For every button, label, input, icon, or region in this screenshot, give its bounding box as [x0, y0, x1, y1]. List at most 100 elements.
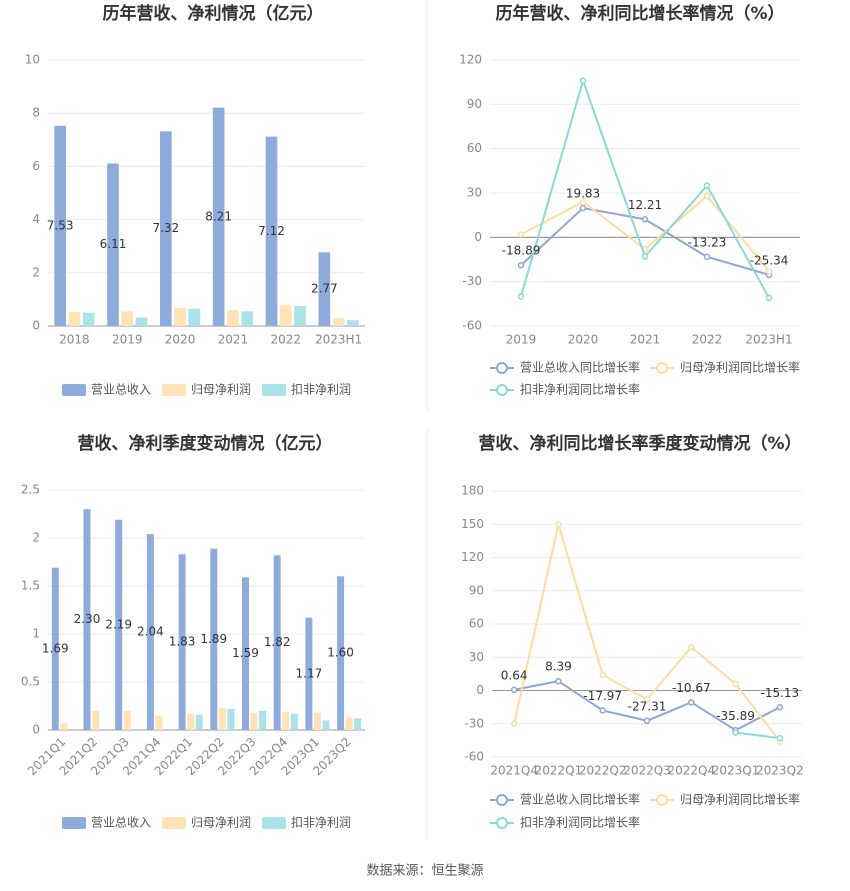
data-label: 8.39 — [545, 660, 572, 674]
bar — [51, 567, 59, 730]
y-tick-label: 4 — [32, 212, 40, 226]
bar — [155, 715, 163, 730]
bar — [60, 723, 68, 730]
bar — [123, 710, 131, 730]
legend-label: 归母净利润同比增长率 — [680, 792, 800, 807]
point — [732, 729, 739, 736]
bar — [259, 710, 267, 730]
point — [688, 699, 695, 706]
point — [776, 704, 784, 711]
legend-label: 归母净利润同比增长率 — [680, 360, 800, 375]
legend-swatch — [162, 384, 186, 396]
x-tick-label: 2023H1 — [745, 333, 792, 347]
data-label: -18.89 — [502, 244, 541, 258]
bar — [107, 163, 119, 326]
data-label: 1.89 — [200, 632, 227, 646]
y-tick-label: 60 — [467, 141, 482, 155]
bar — [121, 311, 134, 326]
data-label: 7.53 — [47, 218, 74, 232]
point — [643, 696, 651, 703]
line — [520, 77, 770, 299]
bar — [135, 317, 148, 326]
y-tick-label: 10 — [25, 53, 40, 67]
bar — [210, 548, 218, 730]
legend-label: 扣非净利润 — [291, 383, 351, 397]
data-label: 1.60 — [327, 646, 354, 660]
point — [732, 680, 739, 688]
chart-title: 历年营收、净利同比增长率情况（%） — [495, 3, 784, 24]
bar — [187, 713, 195, 730]
x-tick-label: 2022 — [270, 333, 301, 347]
y-tick-label: 90 — [469, 583, 484, 597]
data-label: 1.59 — [232, 646, 259, 660]
bar — [195, 714, 203, 730]
chart-title: 历年营收、净利情况（亿元） — [103, 3, 324, 24]
bar — [345, 717, 353, 730]
legend-swatch — [62, 817, 86, 829]
x-tick-label: 2019 — [112, 333, 143, 347]
x-tick-label: 2018 — [59, 333, 90, 347]
point — [517, 261, 525, 269]
y-tick-label: 120 — [461, 550, 484, 564]
data-label: -15.13 — [761, 686, 800, 700]
data-label: 1.69 — [42, 641, 69, 655]
legend-label: 营业总收入 — [91, 383, 151, 397]
bar — [279, 305, 292, 326]
data-label: 2.19 — [105, 617, 132, 631]
y-tick-label: -60 — [464, 750, 484, 764]
bar — [282, 711, 290, 730]
data-label: 7.12 — [258, 224, 285, 238]
point — [703, 182, 711, 189]
bar — [178, 554, 186, 730]
legend-label: 扣非净利润 — [291, 816, 351, 830]
bar — [68, 312, 81, 326]
line — [735, 731, 780, 740]
point — [579, 198, 587, 206]
data-label: 12.21 — [628, 198, 662, 212]
chart-title: 营收、净利同比增长率季度变动情况（%） — [478, 433, 801, 454]
data-label: -13.23 — [688, 235, 727, 249]
data-label: -10.67 — [672, 681, 711, 695]
y-tick-label: 90 — [467, 97, 482, 111]
bar — [115, 519, 123, 730]
x-tick-label: 2022Q2 — [579, 764, 627, 778]
legend-swatch — [496, 817, 508, 829]
x-tick-label: 2022Q3 — [623, 764, 671, 778]
legend-label: 营业总收入 — [91, 816, 151, 830]
point — [641, 216, 649, 223]
bar — [290, 713, 298, 730]
point — [517, 231, 525, 238]
bar — [313, 712, 321, 730]
legend-label: 营业总收入同比增长率 — [520, 792, 640, 807]
bar — [294, 306, 306, 326]
point — [765, 294, 773, 302]
point — [599, 707, 606, 714]
bar — [273, 555, 281, 730]
point — [765, 268, 773, 275]
bar — [337, 576, 345, 730]
bar — [227, 708, 235, 730]
bar — [347, 320, 359, 326]
bar — [212, 107, 225, 326]
x-tick-label: 2022Q1 — [535, 764, 583, 778]
data-label: -35.89 — [716, 709, 755, 723]
bar — [318, 252, 331, 326]
y-tick-label: 2 — [32, 531, 40, 545]
point — [510, 720, 518, 727]
bar — [188, 308, 201, 326]
x-tick-label: 2022Q4 — [667, 764, 715, 778]
data-label: 6.11 — [100, 237, 127, 251]
data-label: 7.32 — [152, 221, 179, 235]
point — [517, 293, 525, 300]
y-tick-label: 30 — [469, 650, 484, 664]
legend-swatch — [496, 794, 508, 806]
legend-swatch — [656, 794, 668, 806]
point — [555, 521, 562, 528]
legend-label: 扣非净利润同比增长率 — [520, 382, 640, 397]
data-label: 2.77 — [311, 282, 338, 296]
data-label: -25.34 — [750, 253, 789, 267]
point — [641, 253, 649, 260]
bar — [332, 318, 345, 326]
x-tick-label: 2021Q4 — [490, 764, 538, 778]
legend-swatch — [262, 384, 286, 396]
